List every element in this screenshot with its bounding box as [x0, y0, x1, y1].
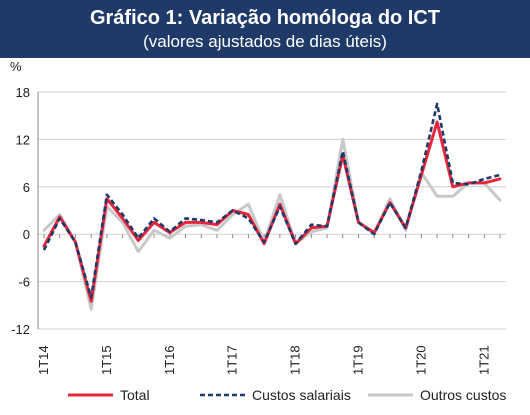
y-tick-label: 0 — [23, 227, 30, 242]
x-tick-label: 1T21 — [476, 345, 491, 375]
x-tick-label: 1T16 — [162, 345, 177, 375]
x-tick-label: 1T20 — [413, 345, 428, 375]
y-tick-label: -12 — [11, 322, 30, 337]
legend-label: Outros custos — [420, 387, 506, 403]
chart-title: Gráfico 1: Variação homóloga do ICT — [89, 7, 441, 29]
series-line-custos-salariais — [42, 102, 501, 299]
series-line-total — [42, 120, 502, 303]
y-tick-label: -6 — [18, 275, 30, 290]
x-tick-label: 1T19 — [350, 345, 365, 375]
line-chart: % 18 12 6 0 -6 -12 1T14 1T15 1T16 1T17 1T18 1T19 1T20… — [10, 59, 506, 403]
x-tick-label: 1T15 — [99, 345, 114, 375]
series-line-outros-custos — [42, 137, 502, 311]
chart-title-band: Gráfico 1: Variação homóloga do ICT (val… — [0, 0, 530, 58]
y-tick-label: 18 — [16, 85, 30, 100]
legend-label: Custos salariais — [252, 387, 351, 403]
y-tick-label: 12 — [16, 132, 30, 147]
x-tick-label: 1T14 — [36, 345, 51, 375]
y-tick-label: 6 — [23, 180, 30, 195]
chart-subtitle: (valores ajustados de dias úteis) — [143, 32, 387, 51]
x-tick-label: 1T18 — [288, 345, 303, 375]
x-tick-label: 1T17 — [225, 345, 240, 375]
legend-label: Total — [120, 387, 150, 403]
y-axis-label: % — [10, 59, 22, 74]
